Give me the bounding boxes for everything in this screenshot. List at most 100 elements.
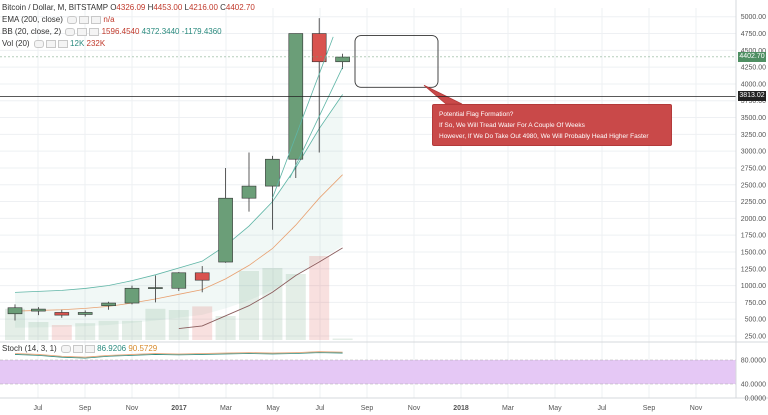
settings-icon[interactable] — [45, 39, 56, 48]
low-label: L — [184, 3, 189, 12]
time-tick-label: Jul — [34, 405, 43, 412]
time-tick-label: Jul — [316, 405, 325, 412]
annotation-line-3: However, If We Do Take Out 4980, We Will… — [439, 133, 649, 140]
price-tick-label: 2000.00 — [741, 216, 766, 223]
candle-body — [54, 312, 70, 316]
price-tick-label: 3250.00 — [741, 132, 766, 139]
settings-icon[interactable] — [77, 27, 88, 36]
last-price-tag: 4402.70 — [738, 52, 766, 62]
eye-icon[interactable] — [33, 39, 44, 48]
settings-icon[interactable] — [72, 344, 83, 353]
close-label: C — [220, 3, 226, 12]
candle-body — [148, 287, 163, 289]
candle-body — [171, 272, 187, 289]
price-tick-label: 1000.00 — [741, 283, 766, 290]
price-tick-label: 250.00 — [745, 333, 767, 340]
time-tick-label: Nov — [690, 405, 703, 412]
close-value: 4402.70 — [225, 3, 255, 12]
high-label: H — [147, 3, 154, 12]
candle-body — [7, 307, 23, 315]
price-tick-label: 3750.00 — [741, 98, 766, 105]
stochastic-band — [0, 360, 736, 384]
volume-bar — [98, 320, 119, 340]
eye-icon[interactable] — [67, 15, 78, 24]
settings-icon[interactable] — [79, 15, 90, 24]
volume-bar — [122, 320, 142, 340]
bb-legend[interactable]: BB (20, close, 2) 1596.4540 4372.3440 -1… — [2, 27, 222, 37]
stoch-value-1: 86.9206 — [97, 344, 127, 353]
vol-label: Vol (20) — [2, 39, 30, 48]
high-value: 4453.00 — [153, 3, 183, 12]
price-tick-label: 4750.00 — [741, 31, 766, 38]
trend-line — [289, 66, 343, 179]
time-tick-label: Sep — [643, 405, 656, 412]
volume-bar — [28, 322, 49, 340]
volume-bar — [5, 308, 25, 340]
open-value: 4326.09 — [116, 3, 146, 12]
price-tick-label: 500.00 — [745, 317, 767, 324]
bollinger-middle-line — [14, 174, 343, 312]
price-tick-label: 4500.00 — [741, 48, 766, 55]
low-value: 4216.00 — [188, 3, 218, 12]
close-icon[interactable] — [57, 39, 68, 48]
flag-box — [354, 35, 439, 88]
bb-label: BB (20, close, 2) — [2, 27, 62, 36]
candle-body — [241, 185, 257, 199]
candle-body — [194, 272, 210, 281]
candle-body — [101, 302, 116, 307]
annotation-line-2: If So, We Will Tread Water For A Couple … — [439, 122, 585, 129]
time-tick-label: Sep — [79, 405, 92, 412]
symbol-label: Bitcoin / Dollar, M, BITSTAMP — [2, 3, 108, 12]
candle-body — [77, 312, 93, 315]
ema-legend[interactable]: EMA (200, close) n/a — [2, 15, 115, 25]
stochastic-k-line — [14, 352, 343, 359]
volume-bar — [285, 274, 306, 340]
time-tick-label: 2018 — [453, 405, 469, 412]
volume-bar — [145, 308, 166, 340]
time-tick-label: Mar — [502, 405, 515, 412]
volume-bar — [75, 323, 96, 340]
time-tick-label: Jul — [598, 405, 607, 412]
close-icon[interactable] — [84, 344, 95, 353]
price-tick-label: 3500.00 — [741, 115, 766, 122]
vol-legend[interactable]: Vol (20) 12K 232K — [2, 39, 105, 49]
bb-value-2: 4372.3440 — [141, 27, 180, 36]
time-tick-label: Sep — [361, 405, 374, 412]
time-tick-label: Nov — [126, 405, 139, 412]
volume-bar — [309, 256, 330, 340]
close-icon[interactable] — [89, 27, 100, 36]
stochastic-tick-label: 40.0000 — [741, 382, 766, 389]
bb-value-1: 1596.4540 — [101, 27, 140, 36]
stochastic-tick-label: 0.0000 — [745, 396, 767, 403]
stochastic-tick-label: 80.0000 — [741, 358, 766, 365]
price-tick-label: 1500.00 — [741, 249, 766, 256]
flag-annotation[interactable]: Potential Flag Formation? If So, We Will… — [432, 104, 672, 146]
time-tick-label: 2017 — [171, 405, 187, 412]
time-tick-label: Nov — [408, 405, 421, 412]
bb-value-3: -1179.4360 — [181, 27, 222, 36]
horizontal-line-price-tag: 3813.02 — [738, 91, 766, 101]
price-tick-label: 2750.00 — [741, 165, 766, 172]
bollinger-band-fill — [15, 94, 343, 328]
stochastic-d-line — [14, 351, 343, 358]
price-tick-label: 2250.00 — [741, 199, 766, 206]
price-tick-label: 2500.00 — [741, 182, 766, 189]
volume-bar — [215, 316, 236, 340]
stoch-legend[interactable]: Stoch (14, 3, 1) 86.9206 90.5729 — [2, 344, 157, 354]
ema-label: EMA (200, close) — [2, 15, 63, 24]
ema-value: n/a — [103, 15, 115, 24]
trend-line — [272, 36, 334, 199]
time-tick-label: May — [548, 405, 562, 412]
volume-bar — [192, 306, 213, 340]
price-tick-label: 1750.00 — [741, 233, 766, 240]
eye-icon[interactable] — [65, 27, 76, 36]
time-tick-label: May — [266, 405, 280, 412]
volume-bar — [262, 268, 283, 340]
stoch-label: Stoch (14, 3, 1) — [2, 344, 57, 353]
close-icon[interactable] — [91, 15, 102, 24]
price-tick-label: 4000.00 — [741, 81, 766, 88]
candle-body — [124, 287, 140, 304]
annotation-line-1: Potential Flag Formation? — [439, 111, 514, 118]
eye-icon[interactable] — [60, 344, 71, 353]
